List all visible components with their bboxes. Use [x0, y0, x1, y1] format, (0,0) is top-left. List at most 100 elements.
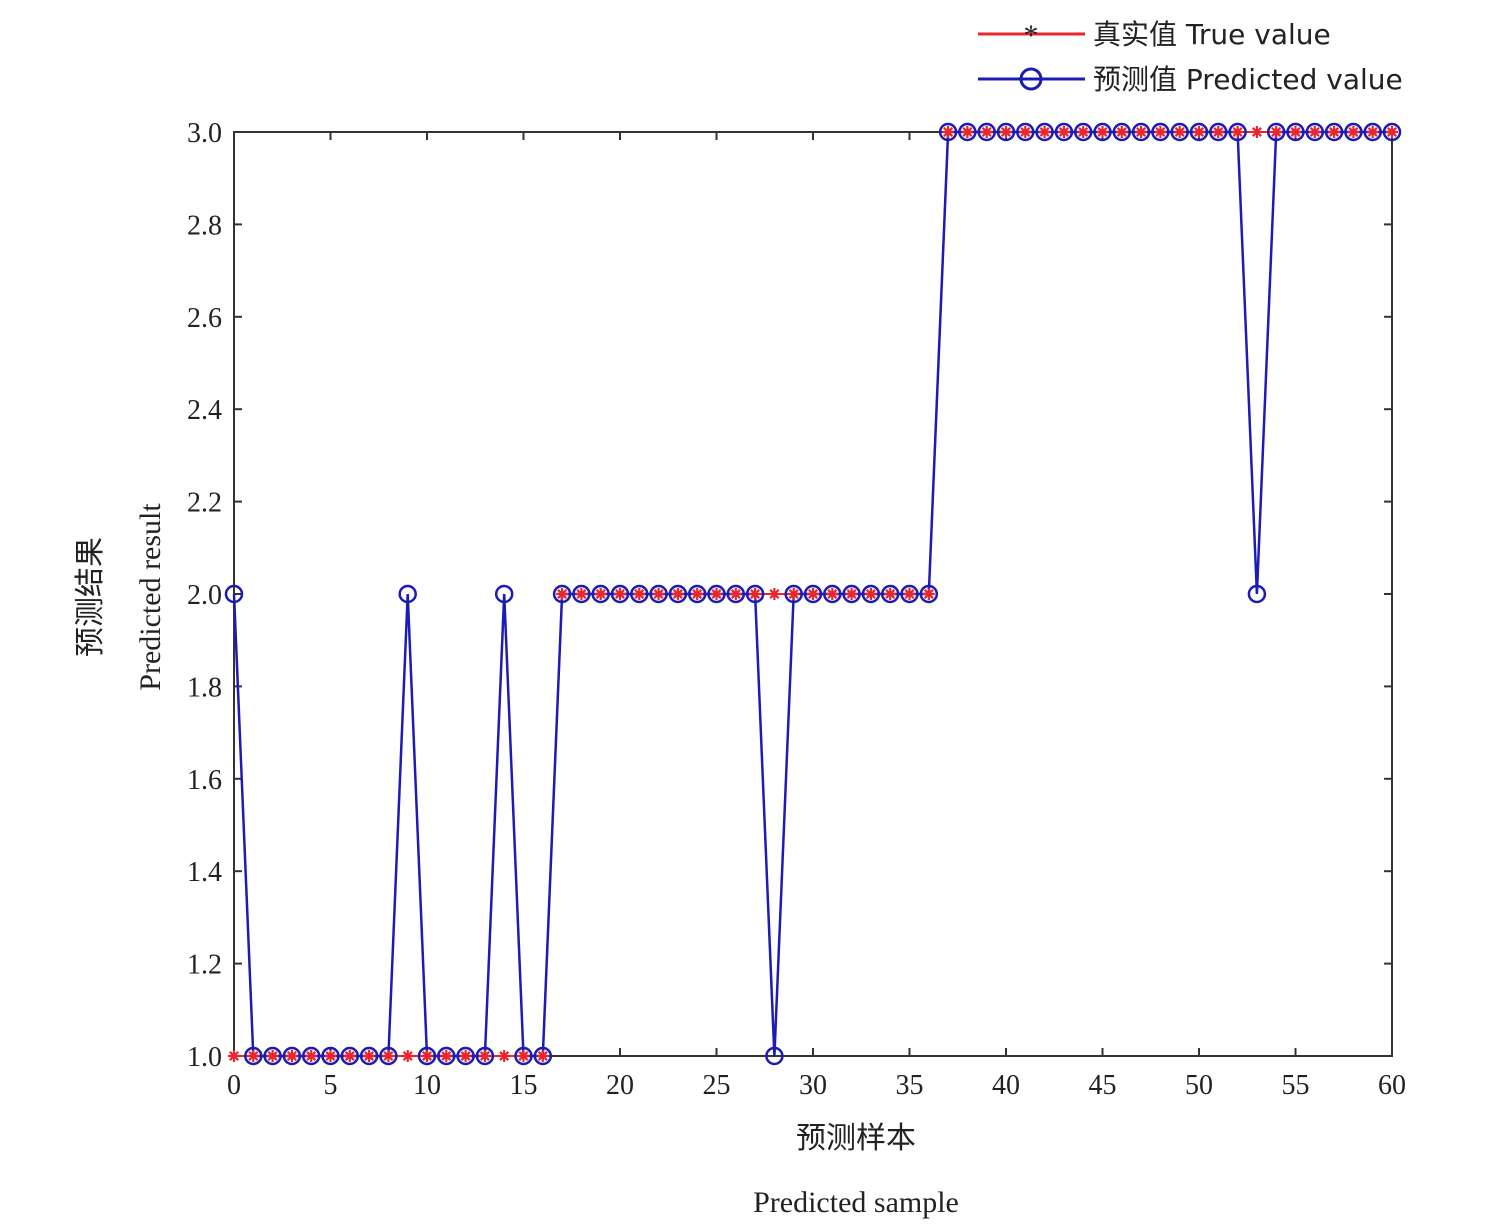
point-pred	[552, 584, 572, 604]
point-pred	[668, 584, 688, 604]
point-pred	[977, 122, 996, 142]
point-pred	[1073, 122, 1093, 142]
point-true	[324, 1050, 337, 1062]
point-true	[1289, 126, 1302, 138]
y-tick-label: 1.2	[187, 950, 222, 981]
x-tick-label: 0	[227, 1070, 241, 1101]
legend: * 真实值 True value 预测值 Predicted value	[978, 18, 1403, 96]
point-pred	[1016, 122, 1035, 142]
series-layer	[224, 122, 1402, 1066]
y-tick-label: 2.6	[187, 303, 222, 334]
x-tick-label: 50	[1185, 1070, 1213, 1101]
point-pred	[765, 1046, 784, 1066]
y-tick-label: 1.8	[187, 672, 222, 703]
point-true	[710, 588, 723, 600]
point-true	[1096, 126, 1109, 138]
point-pred	[707, 584, 726, 604]
point-true	[1366, 126, 1379, 138]
point-pred	[823, 584, 842, 604]
x-tick-label: 35	[896, 1070, 924, 1101]
point-true	[266, 1050, 279, 1062]
point-pred	[900, 584, 919, 604]
point-true	[768, 588, 781, 600]
legend-label-true: 真实值 True value	[1093, 18, 1331, 51]
point-true	[1231, 126, 1244, 138]
point-pred	[1382, 122, 1402, 142]
x-tick-label: 10	[413, 1070, 441, 1101]
point-pred	[919, 584, 939, 604]
point-true	[382, 1050, 395, 1062]
point-true	[1000, 126, 1012, 138]
point-true	[980, 126, 993, 138]
point-pred	[842, 584, 861, 604]
point-true	[1154, 126, 1167, 138]
point-pred	[1151, 122, 1170, 142]
point-true	[845, 588, 858, 600]
y-tick-label: 2.8	[187, 210, 222, 241]
point-pred	[263, 1046, 282, 1066]
point-pred	[803, 584, 823, 604]
point-pred	[591, 584, 610, 604]
point-pred	[456, 1046, 475, 1066]
y-tick-label: 2.2	[187, 488, 222, 519]
point-true	[1077, 126, 1090, 138]
point-true	[1250, 126, 1263, 138]
point-true	[864, 588, 877, 600]
point-pred	[359, 1046, 379, 1066]
legend-marker-pred	[1019, 67, 1043, 91]
y-tick-label: 2.4	[187, 395, 222, 426]
point-true	[633, 588, 646, 600]
point-true	[1038, 126, 1051, 138]
point-true	[575, 588, 588, 600]
point-true	[459, 1050, 472, 1062]
point-true	[787, 588, 800, 600]
point-pred	[1054, 122, 1074, 142]
point-true	[363, 1050, 376, 1062]
point-pred	[1363, 122, 1382, 142]
point-pred	[996, 122, 1016, 142]
point-pred	[745, 584, 765, 604]
x-tick-label: 40	[992, 1070, 1020, 1101]
point-true	[884, 588, 897, 600]
point-true	[247, 1050, 260, 1062]
point-pred	[572, 584, 591, 604]
point-pred	[533, 1046, 553, 1066]
point-pred	[861, 584, 881, 604]
point-true	[498, 1050, 511, 1062]
point-true	[826, 588, 839, 600]
y-tick-label: 3.0	[187, 118, 222, 149]
x-tick-label: 25	[703, 1070, 731, 1101]
point-pred	[282, 1046, 302, 1066]
point-pred	[379, 1046, 398, 1066]
point-true	[536, 1050, 549, 1062]
y-axis: 1.0 1.2 1.4 1.6 1.8 2.0 2.2 2.4 2.6 2.8 3.0	[187, 118, 1392, 1073]
point-pred	[726, 584, 746, 604]
y-axis-label-cn: 预测结果	[73, 537, 108, 657]
point-true	[285, 1050, 298, 1062]
point-pred	[649, 584, 668, 604]
point-pred	[301, 1046, 321, 1066]
point-pred	[321, 1046, 340, 1066]
point-true	[401, 1050, 414, 1062]
point-true	[305, 1050, 318, 1062]
point-pred	[514, 1046, 533, 1066]
point-true	[1057, 126, 1070, 138]
x-tick-label: 45	[1089, 1070, 1117, 1101]
point-pred	[1344, 122, 1363, 142]
point-pred	[1324, 122, 1344, 142]
point-true	[478, 1050, 491, 1062]
point-pred	[1131, 122, 1151, 142]
x-tick-label: 60	[1378, 1070, 1406, 1101]
point-pred	[1305, 122, 1325, 142]
point-true	[1193, 126, 1205, 138]
point-pred	[1035, 122, 1054, 142]
x-axis-label-cn: 预测样本	[796, 1121, 916, 1156]
point-pred	[687, 584, 707, 604]
point-pred	[224, 584, 244, 604]
point-pred	[1228, 122, 1247, 142]
point-pred	[880, 584, 900, 604]
point-pred	[1247, 584, 1267, 604]
point-pred	[784, 584, 803, 604]
point-true	[594, 588, 607, 600]
point-pred	[494, 584, 514, 604]
